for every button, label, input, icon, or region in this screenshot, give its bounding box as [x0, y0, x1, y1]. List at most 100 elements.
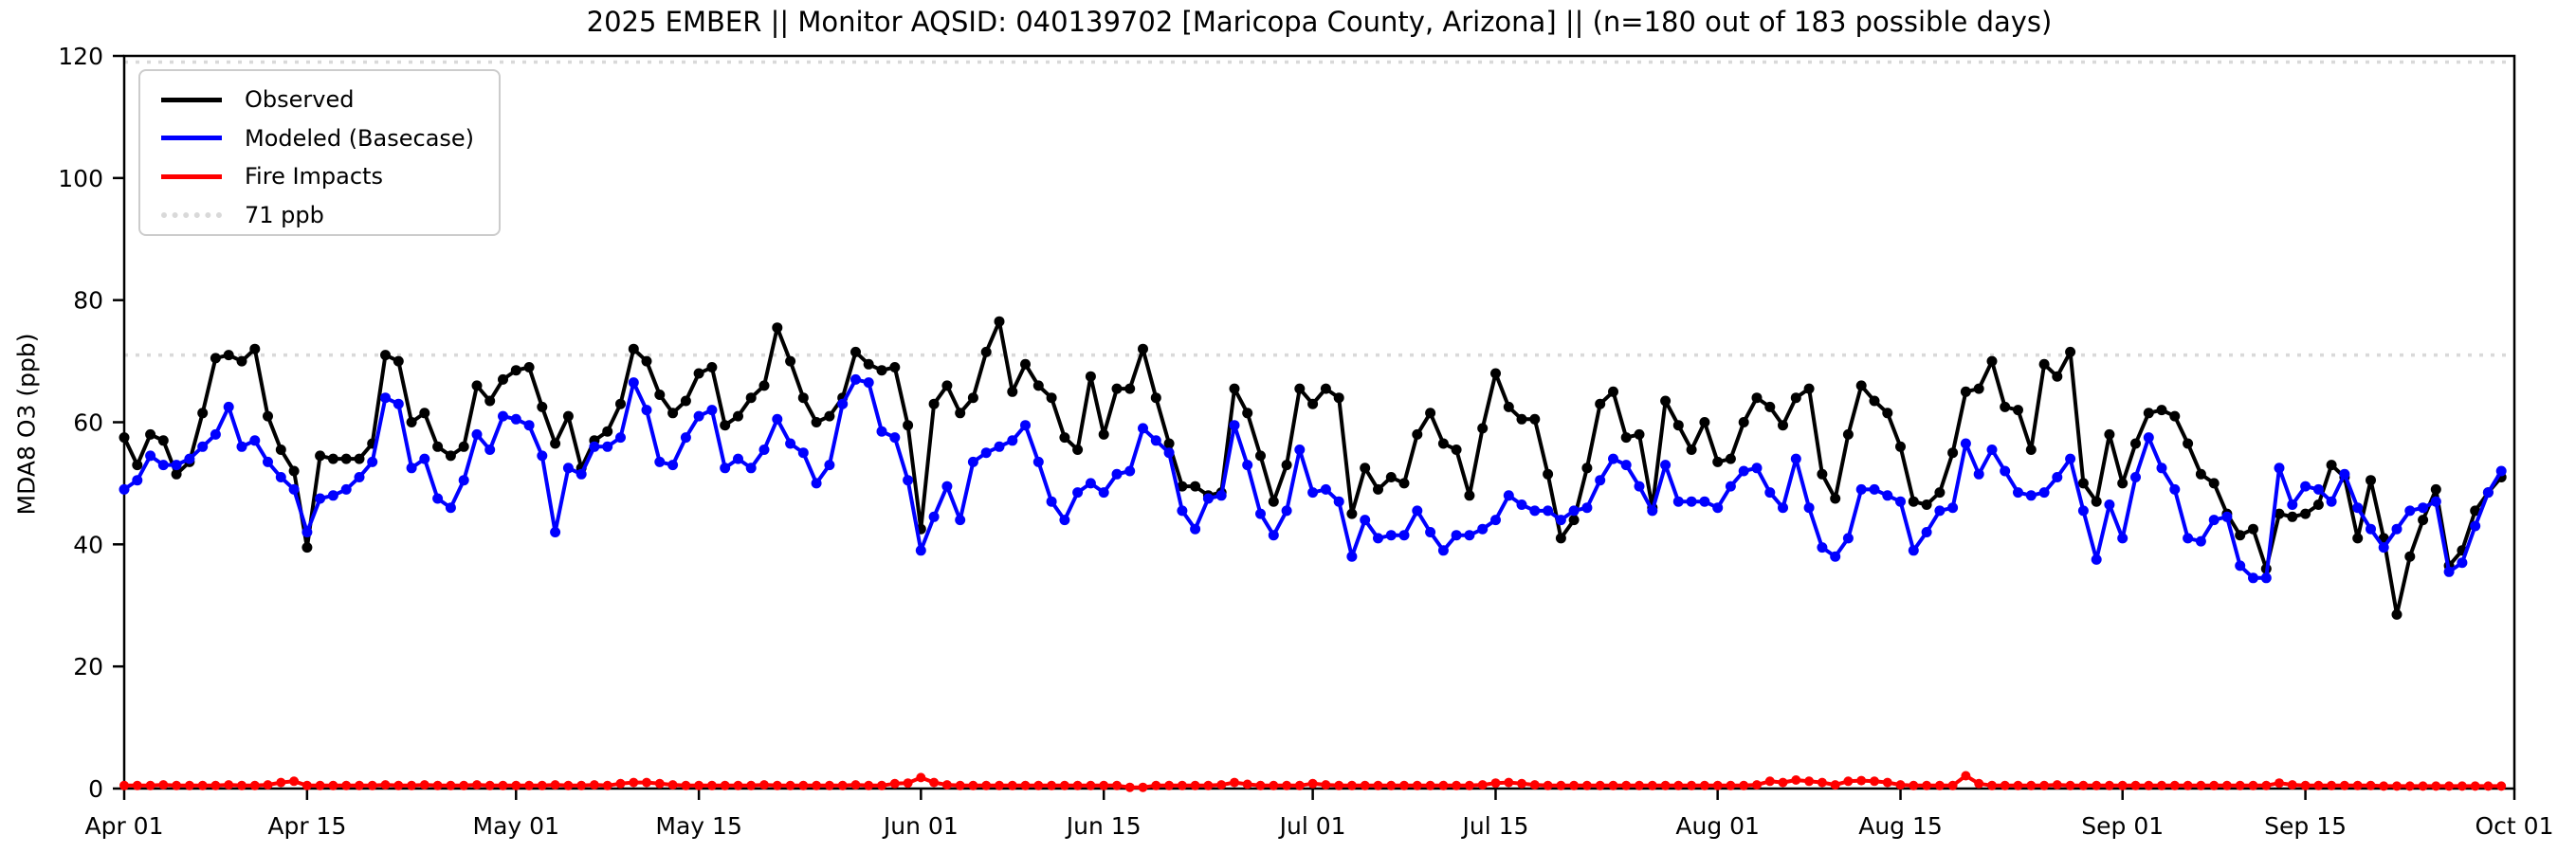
fire-impacts-point [1752, 780, 1762, 790]
observed-point [928, 398, 940, 409]
observed-point [1986, 355, 1998, 367]
x-tick-label: Jul 15 [1461, 812, 1529, 840]
fire-impacts-point [432, 780, 443, 790]
modeled-basecase-point [1268, 530, 1279, 541]
observed-point [1921, 499, 1932, 510]
modeled-basecase-point [1490, 515, 1501, 526]
fire-impacts-point [524, 780, 535, 790]
observed-point [1046, 392, 1057, 404]
modeled-basecase-point [955, 515, 966, 526]
fire-impacts-point [1595, 780, 1605, 790]
modeled-basecase-point [2143, 432, 2154, 444]
modeled-basecase-point [445, 502, 456, 514]
fire-impacts-point [837, 780, 848, 790]
modeled-basecase-point [850, 373, 861, 385]
observed-point [2169, 410, 2181, 422]
fire-impacts-point [1974, 778, 1984, 789]
modeled-basecase-point [340, 483, 352, 495]
observed-point [1111, 383, 1123, 394]
observed-point [2287, 511, 2298, 522]
observed-line-icon [161, 97, 222, 102]
fire-impacts-point [2144, 780, 2154, 790]
fire-impacts-point [380, 780, 391, 790]
x-tick-label: Aug 01 [1675, 812, 1760, 840]
observed-point [1177, 481, 1188, 492]
fire-impacts-point [1373, 780, 1383, 790]
modeled-basecase-point [1817, 542, 1828, 554]
legend-label-observed: Observed [245, 86, 355, 114]
modeled-basecase-point [1333, 496, 1344, 507]
observed-point [419, 408, 430, 419]
legend-item-threshold: 71 ppb [161, 196, 499, 234]
fire-impacts-point [237, 780, 247, 790]
fire-impacts-point [1072, 780, 1083, 790]
observed-line [122, 319, 2504, 617]
modeled-basecase-point [745, 463, 757, 474]
fire-impacts-point [1112, 780, 1122, 790]
fire-impacts-point [355, 780, 364, 790]
fire-impacts-point [1712, 780, 1723, 790]
observed-point [745, 392, 757, 404]
modeled-basecase-point [1699, 496, 1710, 507]
fire-impacts-point [1621, 780, 1632, 790]
y-axis-label: MDA8 O3 (ppb) [12, 333, 41, 516]
observed-point [1751, 392, 1763, 404]
modeled-basecase-point [171, 460, 182, 471]
fire-impacts-point [2000, 780, 2010, 790]
fire-impacts-point [1425, 780, 1435, 790]
modeled-basecase-point [236, 441, 247, 452]
modeled-basecase-point [1072, 487, 1084, 499]
fire-impacts-point [1569, 780, 1580, 790]
observed-markers [119, 316, 2507, 620]
legend-label-fire: Fire Impacts [245, 163, 383, 191]
modeled-basecase-point [1790, 453, 1801, 464]
fire-impacts-point [1947, 780, 1958, 790]
fire-impacts-point [132, 780, 142, 790]
fire-impacts-point [537, 780, 547, 790]
x-tick-label: Jun 15 [1065, 812, 1142, 840]
modeled-basecase-point [1842, 533, 1854, 544]
fire-impacts-point [1151, 780, 1161, 790]
modeled-basecase-point [562, 463, 574, 474]
fire-impacts-point [145, 780, 155, 790]
observed-point [354, 453, 365, 464]
observed-point [1817, 468, 1828, 480]
legend-item-observed: Observed [161, 81, 499, 118]
observed-point [2038, 358, 2050, 370]
fire-impacts-point [341, 780, 352, 790]
observed-point [2274, 508, 2285, 519]
modeled-basecase-point [471, 428, 483, 440]
modeled-basecase-point [537, 450, 548, 462]
fire-impacts-point [1399, 780, 1409, 790]
fire-impacts-point [2313, 780, 2324, 790]
observed-point [824, 410, 835, 422]
fire-impacts-point [1164, 780, 1175, 790]
fire-impacts-point [1504, 777, 1514, 788]
modeled-basecase-point [1412, 505, 1423, 517]
fire-impacts-point [903, 778, 913, 789]
observed-point [171, 468, 182, 480]
modeled-basecase-point [980, 447, 992, 459]
modeled-basecase-point [1477, 523, 1489, 535]
modeled-basecase-point [811, 478, 822, 489]
fire-impacts-point [184, 780, 194, 790]
modeled-basecase-point [2378, 542, 2389, 554]
fire-impacts-point [1635, 780, 1644, 790]
observed-point [2470, 505, 2481, 517]
fire-impacts-point [941, 780, 952, 790]
fire-impacts-point [2418, 781, 2428, 791]
fire-impacts-point [1086, 780, 1096, 790]
observed-point [889, 362, 901, 372]
observed-point [1072, 445, 1084, 455]
observed-point [1947, 447, 1959, 459]
fire-impacts-point [629, 777, 639, 788]
observed-point [197, 408, 209, 419]
observed-point [315, 450, 326, 462]
modeled-basecase-point [1647, 505, 1658, 517]
modeled-basecase-markers [119, 373, 2507, 584]
observed-point [2013, 405, 2023, 416]
fire-impacts-point [2261, 780, 2272, 790]
observed-point [2052, 371, 2063, 382]
